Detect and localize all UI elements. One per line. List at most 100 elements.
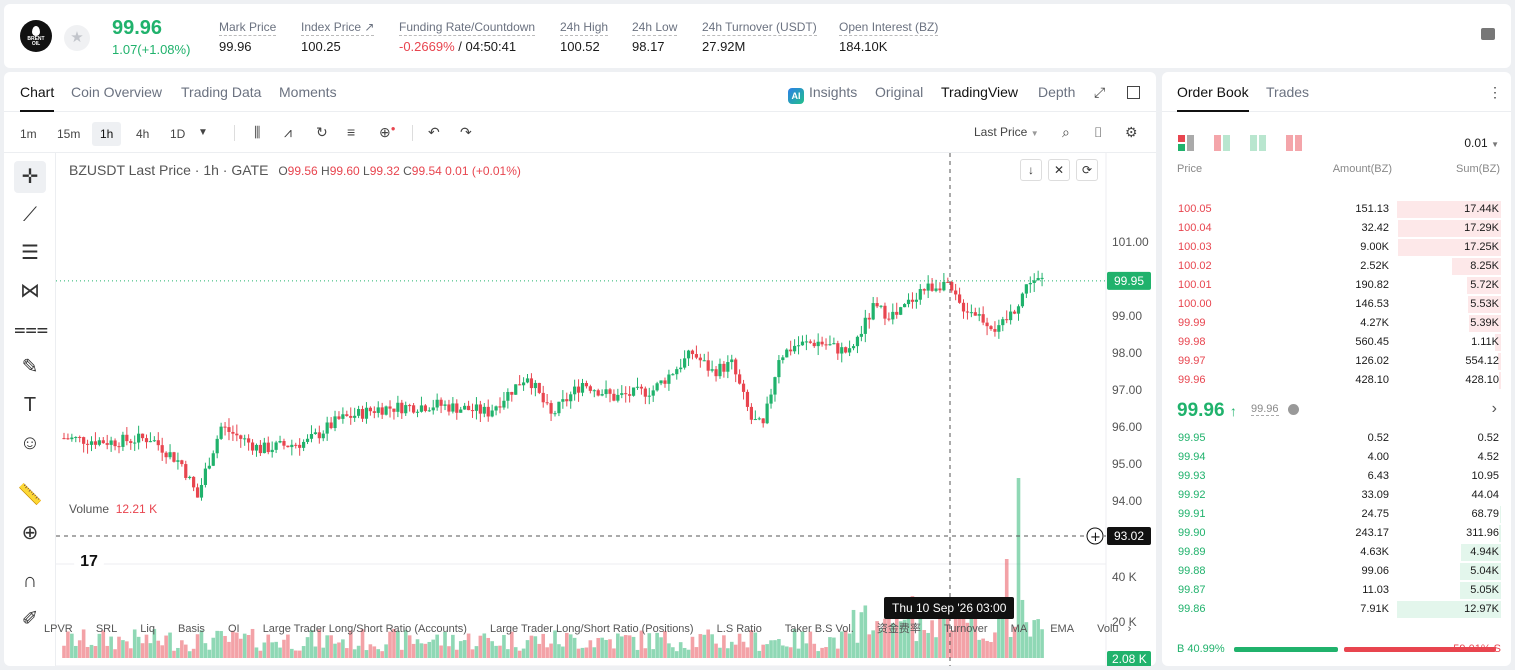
indicator-lpvr[interactable]: LPVR	[44, 623, 73, 635]
candle-body	[800, 341, 805, 346]
layout-both-icon[interactable]	[1178, 135, 1194, 151]
indicator-ma[interactable]: MA	[1010, 623, 1028, 635]
redo-icon[interactable]: ↷	[460, 124, 472, 140]
bid-row[interactable]: 99.92 33.09 44.04	[1162, 486, 1511, 505]
indicators-icon[interactable]: ⩘	[284, 124, 292, 140]
view-tradingview[interactable]: TradingView	[941, 84, 1019, 100]
emoji-icon[interactable]: ☺	[19, 432, 41, 454]
ask-row[interactable]: 99.97 126.02 554.12	[1162, 352, 1511, 371]
indicator-taker-vol[interactable]: Taker B.S Vol.	[784, 623, 854, 635]
bid-row[interactable]: 99.91 24.75 68.79	[1162, 505, 1511, 524]
layout-bids-icon[interactable]	[1250, 135, 1266, 151]
candle-type-icon[interactable]: ⫼	[254, 124, 261, 140]
ask-row[interactable]: 100.01 190.82 5.72K	[1162, 276, 1511, 295]
crosshair-icon[interactable]: ✛	[14, 161, 46, 193]
indicator-ls-accounts[interactable]: Large Trader Long/Short Ratio (Accounts)	[262, 623, 467, 635]
settings-gear-icon[interactable]: ⚙	[1125, 124, 1138, 140]
layout-asks-icon[interactable]	[1286, 135, 1302, 151]
index-price-stat[interactable]: Index Price ↗ 100.25	[301, 20, 375, 54]
chevron-right-icon[interactable]: ›	[1491, 400, 1497, 417]
indicator-next-icon[interactable]: ›	[1127, 623, 1132, 635]
view-original[interactable]: Original	[875, 84, 924, 100]
scroll-down-icon[interactable]: ↓	[1020, 159, 1042, 181]
pattern-icon[interactable]: ⋈	[20, 280, 40, 302]
tab-trading-data[interactable]: Trading Data	[181, 84, 262, 100]
bid-row[interactable]: 99.87 11.03 5.05K	[1162, 581, 1511, 600]
timeframe-15m[interactable]: 15m	[57, 127, 81, 141]
horizontal-lines-icon[interactable]: ☰	[21, 242, 39, 264]
pencil-lock-icon[interactable]: ✐	[21, 608, 39, 630]
tab-coin-overview[interactable]: Coin Overview	[71, 84, 163, 100]
insights-button[interactable]: AI Insights	[788, 84, 857, 104]
bid-row[interactable]: 99.86 7.91K 12.97K	[1162, 600, 1511, 619]
replay-icon[interactable]: ↻	[316, 124, 328, 140]
reset-icon[interactable]: ⟳	[1076, 159, 1098, 181]
ask-row[interactable]: 99.98 560.45 1.11K	[1162, 333, 1511, 352]
ask-row[interactable]: 100.02 2.52K 8.25K	[1162, 257, 1511, 276]
mid-price[interactable]: 99.96 ↑	[1177, 400, 1237, 421]
row-price: 100.01	[1178, 279, 1212, 291]
price-type-select[interactable]: Last Price ▼	[974, 125, 1039, 139]
indicator-oi[interactable]: OI	[228, 623, 240, 635]
ask-row[interactable]: 100.05 151.13 17.44K	[1162, 200, 1511, 219]
indicator-volume[interactable]: Volu	[1097, 623, 1119, 635]
ask-row[interactable]: 100.03 9.00K 17.25K	[1162, 238, 1511, 257]
search-icon[interactable]: ⌕	[1062, 124, 1070, 140]
layout-split-icon[interactable]	[1214, 135, 1230, 151]
undo-icon[interactable]: ↶	[428, 124, 440, 140]
tab-moments[interactable]: Moments	[279, 84, 337, 100]
templates-icon[interactable]: ≡	[347, 124, 356, 140]
guide-book-icon[interactable]	[1481, 28, 1495, 40]
collapse-icon[interactable]: ✕	[1048, 159, 1070, 181]
timeframe-4h[interactable]: 4h	[136, 127, 150, 141]
candle-body	[848, 348, 852, 353]
more-menu-icon[interactable]: ⋮	[1488, 84, 1502, 100]
volume-bar	[140, 643, 145, 658]
view-depth[interactable]: Depth	[1038, 84, 1076, 100]
text-tool-icon[interactable]: T	[23, 394, 37, 416]
bid-row[interactable]: 99.93 6.43 10.95	[1162, 467, 1511, 486]
ask-row[interactable]: 99.99 4.27K 5.39K	[1162, 314, 1511, 333]
brush-icon[interactable]: ✎	[21, 356, 39, 378]
bid-row[interactable]: 99.95 0.52 0.52	[1162, 429, 1511, 448]
tab-order-book[interactable]: Order Book	[1177, 84, 1249, 112]
ruler-icon[interactable]: 📏	[17, 484, 43, 506]
indicator-ls-ratio[interactable]: L.S Ratio	[716, 623, 762, 635]
candle-body	[663, 380, 667, 384]
volume-bar	[784, 646, 789, 658]
indicator-funding[interactable]: 资金费率	[876, 623, 921, 635]
ask-row[interactable]: 100.00 146.53 5.53K	[1162, 295, 1511, 314]
camera-icon[interactable]: ⌷	[1094, 124, 1103, 140]
magnet-icon[interactable]: ∩	[22, 570, 38, 592]
fullscreen-icon[interactable]	[1127, 86, 1140, 99]
volume-bar	[686, 649, 691, 658]
bid-row[interactable]: 99.89 4.63K 4.94K	[1162, 543, 1511, 562]
bid-row[interactable]: 99.90 243.17 311.96	[1162, 524, 1511, 543]
favorite-star-icon[interactable]: ★	[64, 25, 90, 51]
timeframe-1h[interactable]: 1h	[92, 122, 122, 146]
timeframe-1d[interactable]: 1D	[170, 127, 186, 141]
expand-icon[interactable]: ⤢	[1094, 84, 1106, 100]
indicator-ls-positions[interactable]: Large Trader Long/Short Ratio (Positions…	[489, 623, 694, 635]
timeframe-dropdown-icon[interactable]: ▼	[198, 127, 208, 138]
timeframe-1m[interactable]: 1m	[20, 127, 37, 141]
indicator-turnover[interactable]: Turnover	[943, 623, 988, 635]
precision-select[interactable]: 0.01 ▼	[1464, 136, 1499, 150]
candle-body	[219, 426, 223, 439]
indicator-liq[interactable]: Liq	[140, 623, 155, 635]
ask-row[interactable]: 99.96 428.10 428.10	[1162, 371, 1511, 390]
candle-body	[789, 349, 793, 352]
fib-icon[interactable]: ⩶	[14, 318, 49, 340]
indicator-basis[interactable]: Basis	[178, 623, 205, 635]
ask-row[interactable]: 100.04 32.42 17.29K	[1162, 219, 1511, 238]
bid-row[interactable]: 99.88 99.06 5.04K	[1162, 562, 1511, 581]
candlestick-chart[interactable]: 101.00 99.00 98.00 97.00 96.00 95.00 94.00 99.9…	[56, 153, 1156, 666]
indicator-ema[interactable]: EMA	[1050, 623, 1075, 635]
bid-row[interactable]: 99.94 4.00 4.52	[1162, 448, 1511, 467]
indicator-srl[interactable]: SRL	[95, 623, 118, 635]
tab-chart[interactable]: Chart	[20, 84, 55, 112]
trend-line-icon[interactable]: ⟋	[23, 204, 37, 226]
add-indicator-icon[interactable]: ⊕●	[379, 124, 396, 140]
tab-trades[interactable]: Trades	[1266, 84, 1310, 100]
zoom-in-icon[interactable]: ⊕	[21, 522, 39, 544]
